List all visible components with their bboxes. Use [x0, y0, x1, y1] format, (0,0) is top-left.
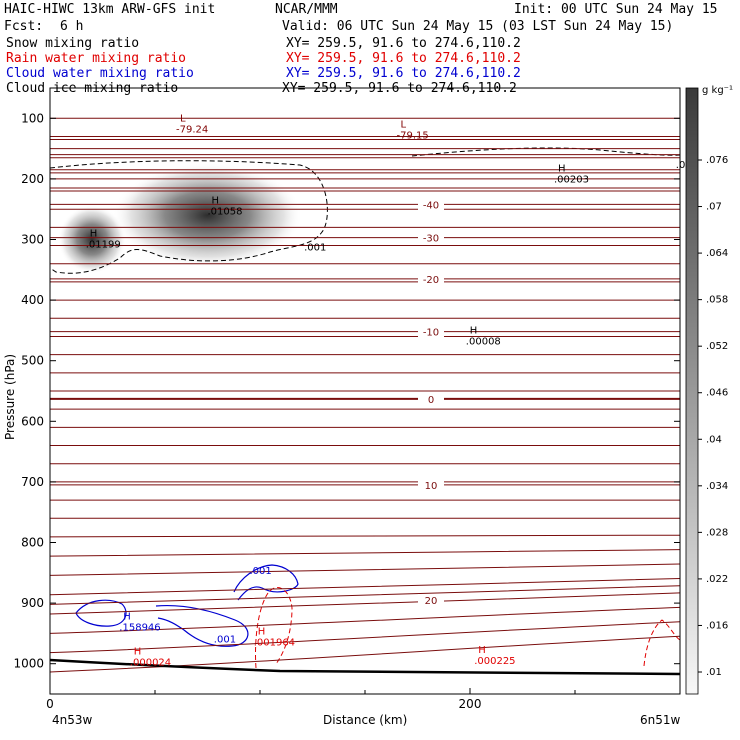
temperature-isotherm: [50, 534, 680, 538]
field-snow-xy: XY= 259.5, 91.6 to 274.6,110.2: [286, 36, 521, 51]
temperature-isotherm: [50, 549, 680, 557]
temperature-isotherm: [50, 635, 680, 673]
x-endpoint-right: 6n51w: [640, 713, 681, 727]
isotherm-label-bg: [418, 198, 444, 211]
header-fcst-label: Fcst:: [4, 19, 44, 34]
high-marker: H: [134, 647, 142, 658]
isotherm-label: -40: [423, 200, 439, 211]
header-init: Init: 00 UTC Sun 24 May 15: [514, 2, 718, 17]
colorbar-tick-label: .076: [706, 155, 728, 166]
colorbar-tick-label: .046: [706, 388, 728, 399]
isotherm-label-bg: [418, 392, 444, 405]
y-axis-label: Pressure (hPa): [3, 354, 17, 440]
isotherm-label: -10: [423, 328, 439, 339]
field-cloudwater-xy: XY= 259.5, 91.6 to 274.6,110.2: [286, 66, 521, 81]
colorbar-tick-label: .058: [706, 295, 728, 306]
y-tick-label: 200: [21, 172, 44, 186]
high-marker: H: [258, 627, 266, 638]
x-tick-label: 200: [459, 697, 482, 711]
contour-label: .001: [304, 242, 326, 253]
header-fcst-value: 6 h: [60, 19, 84, 34]
extremum-value: .00008: [466, 336, 501, 347]
colorbar-tick-label: .064: [706, 248, 728, 259]
colorbar-tick-label: .07: [706, 202, 722, 213]
y-tick-label: 900: [21, 596, 44, 610]
high-marker: H: [470, 325, 478, 336]
temperature-isotherm: [50, 577, 680, 596]
extremum-value: .158946: [119, 622, 160, 633]
low-marker: L: [401, 119, 407, 130]
extremum-value: .001964: [254, 638, 295, 649]
isotherm-label-bg: [418, 478, 444, 491]
y-tick-label: 300: [21, 233, 44, 247]
field-snow-name: Snow mixing ratio: [6, 36, 140, 51]
contour-label: .001: [214, 634, 236, 645]
temperature-isotherm: [50, 606, 680, 634]
colorbar-tick-label: .028: [706, 527, 728, 538]
y-tick-label: 400: [21, 293, 44, 307]
field-rain-name: Rain water mixing ratio: [6, 51, 187, 66]
high-marker: H: [478, 645, 486, 656]
isotherm-label: 0: [428, 395, 434, 406]
colorbar: [685, 87, 699, 695]
y-tick-label: 800: [21, 536, 44, 550]
isotherm-label-bg: [418, 325, 444, 338]
cloud-water-contour: [75, 599, 127, 627]
x-axis-label: Distance (km): [323, 713, 407, 727]
contour-label: .001: [250, 566, 272, 577]
extremum-value: .01058: [208, 207, 243, 218]
isotherm-label: -20: [423, 275, 439, 286]
extremum-value: -79.24: [176, 124, 208, 135]
y-tick-label: 500: [21, 354, 44, 368]
y-tick-label: 600: [21, 414, 44, 428]
extremum-value: .00203: [554, 175, 589, 186]
y-tick-label: 100: [21, 111, 44, 125]
low-marker: L: [180, 113, 186, 124]
field-rain-xy: XY= 259.5, 91.6 to 274.6,110.2: [286, 51, 521, 66]
field-cloudwater-name: Cloud water mixing ratio: [6, 66, 194, 81]
isotherm-label-bg: [418, 594, 444, 607]
high-marker: H: [212, 196, 220, 207]
colorbar-tick-label: .04: [706, 434, 722, 445]
temperature-isotherm: [50, 585, 680, 605]
temperature-isotherm: [50, 621, 680, 654]
header-title: HAIC-HIWC 13km ARW-GFS init: [4, 2, 216, 17]
extremum-value: .000024: [130, 658, 171, 669]
x-tick-label: 0: [46, 697, 54, 711]
rain-water-contour: [255, 587, 293, 669]
extremum-value: -79.15: [397, 130, 429, 141]
high-marker: H: [558, 164, 566, 175]
field-cloudice-xy: XY= 259.5, 91.6 to 274.6,110.2: [282, 81, 517, 96]
rain-water-contour-right: [643, 619, 680, 667]
y-tick-label: 700: [21, 475, 44, 489]
extremum-value: .000225: [474, 656, 515, 667]
extremum-value: .01199: [86, 239, 121, 250]
isotherm-label-bg: [418, 272, 444, 285]
high-marker: H: [123, 611, 131, 622]
colorbar-tick-label: .01: [706, 667, 722, 678]
colorbar-unit: g kg⁻¹: [702, 85, 733, 96]
colorbar-tick-label: .022: [706, 574, 728, 585]
cloud-water-contour-3: [233, 564, 299, 601]
terrain-surface-line: [50, 658, 680, 676]
isotherm-label: 10: [425, 481, 438, 492]
header-valid: Valid: 06 UTC Sun 24 May 15 (03 LST Sun …: [282, 19, 674, 34]
x-endpoint-left: 4n53w: [52, 713, 93, 727]
isotherm-label: 20: [425, 596, 438, 607]
header-org: NCAR/MMM: [275, 2, 338, 17]
high-marker: H: [90, 228, 98, 239]
colorbar-tick-label: .052: [706, 341, 728, 352]
snow-mixing-ratio-area: [58, 205, 126, 274]
y-tick-label: 1000: [13, 657, 44, 671]
colorbar-tick-label: .034: [706, 481, 728, 492]
isotherm-label-bg: [418, 231, 444, 244]
colorbar-tick-label: .016: [706, 620, 728, 631]
isotherm-label: -30: [423, 234, 439, 245]
temperature-isotherm: [50, 563, 680, 576]
snow-mixing-ratio-area: [112, 163, 303, 268]
